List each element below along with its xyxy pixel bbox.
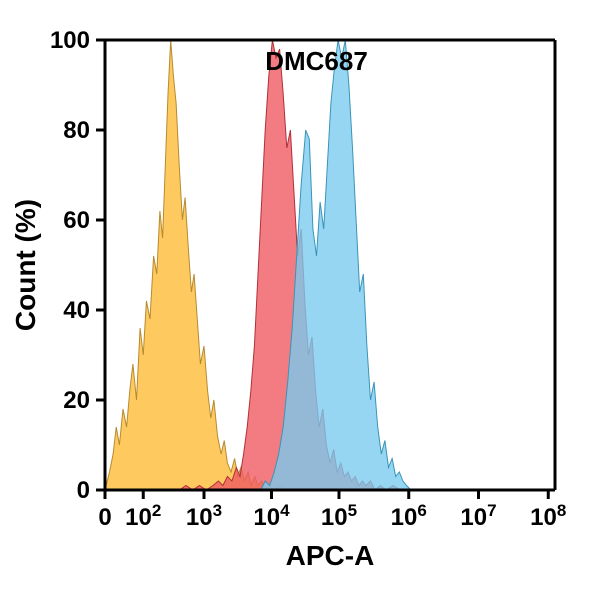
y-tick-label: 20 [63,387,90,414]
y-tick-label: 0 [77,477,90,504]
y-tick-label: 100 [50,27,90,54]
chart-container: 0204060801000102103104105106107108APC-AC… [0,0,591,593]
x-tick-label: 0 [98,504,111,531]
chart-title: DMC687 [265,46,368,76]
flow-cytometry-chart: 0204060801000102103104105106107108APC-AC… [0,0,591,593]
x-axis-label: APC-A [286,540,375,571]
y-tick-label: 80 [63,117,90,144]
y-axis-label: Count (%) [10,199,41,331]
y-tick-label: 60 [63,207,90,234]
y-tick-label: 40 [63,297,90,324]
